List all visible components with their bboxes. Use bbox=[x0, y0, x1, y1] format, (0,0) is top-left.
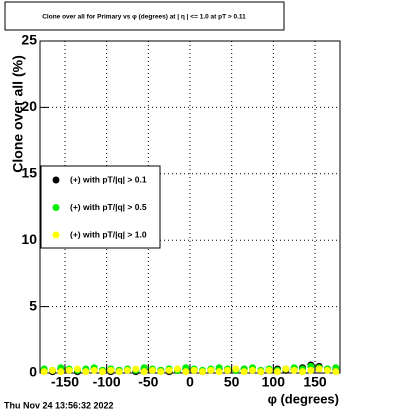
marker bbox=[90, 366, 98, 374]
y-tick-label: 0 bbox=[29, 364, 37, 380]
marker bbox=[57, 368, 65, 376]
marker bbox=[74, 365, 81, 373]
legend-marker bbox=[52, 204, 60, 211]
legend-marker bbox=[52, 231, 60, 239]
x-tick-label: 150 bbox=[303, 374, 327, 390]
legend-box bbox=[40, 165, 161, 249]
x-tick-label: 100 bbox=[262, 374, 286, 390]
marker bbox=[282, 365, 290, 373]
marker bbox=[165, 366, 173, 374]
y-tick-label: 15 bbox=[21, 165, 37, 181]
marker bbox=[324, 366, 331, 374]
marker bbox=[240, 368, 248, 376]
marker bbox=[107, 366, 115, 374]
marker bbox=[332, 368, 340, 376]
y-tick-label: 5 bbox=[29, 297, 37, 313]
y-tick-label: 25 bbox=[21, 32, 37, 48]
chart-title: Clone over all for Primary vs φ (degrees… bbox=[42, 14, 246, 21]
legend-label: (+) with pT/|q| > 0.5 bbox=[70, 202, 147, 212]
x-tick-label: -100 bbox=[93, 374, 121, 390]
marker bbox=[140, 368, 148, 376]
timestamp: Thu Nov 24 13:56:32 2022 bbox=[4, 400, 114, 410]
marker bbox=[207, 366, 215, 374]
marker bbox=[215, 368, 223, 376]
x-axis-label: φ (degrees) bbox=[268, 391, 339, 406]
y-axis-label: Clone over all (%) bbox=[10, 55, 26, 172]
marker bbox=[124, 366, 131, 374]
x-tick-label: -150 bbox=[51, 374, 79, 390]
x-tick-label: 0 bbox=[186, 374, 194, 390]
marker bbox=[149, 366, 156, 374]
marker bbox=[315, 365, 323, 373]
marker bbox=[199, 368, 206, 376]
marker bbox=[257, 368, 265, 376]
legend-marker bbox=[52, 176, 60, 184]
title-box bbox=[4, 1, 285, 31]
marker bbox=[265, 366, 273, 374]
marker bbox=[49, 366, 56, 374]
x-tick-label: -50 bbox=[138, 374, 158, 390]
y-tick-label: 20 bbox=[21, 98, 37, 114]
marker bbox=[132, 365, 140, 373]
y-tick-label: 10 bbox=[21, 231, 37, 247]
marker bbox=[274, 368, 281, 376]
marker bbox=[224, 366, 231, 374]
legend-label: (+) with pT/|q| > 0.1 bbox=[70, 174, 147, 184]
marker bbox=[290, 366, 298, 374]
marker bbox=[232, 365, 240, 373]
marker bbox=[40, 368, 48, 376]
legend-label: (+) with pT/|q| > 1.0 bbox=[70, 229, 147, 239]
marker bbox=[157, 368, 165, 376]
marker bbox=[182, 368, 190, 376]
marker bbox=[115, 368, 123, 376]
marker bbox=[249, 366, 256, 374]
marker bbox=[82, 368, 90, 376]
marker bbox=[307, 366, 315, 374]
marker bbox=[190, 366, 198, 374]
marker bbox=[99, 368, 106, 376]
x-tick-label: 50 bbox=[224, 374, 240, 390]
marker bbox=[65, 366, 73, 374]
marker bbox=[174, 365, 181, 373]
marker bbox=[299, 368, 306, 376]
